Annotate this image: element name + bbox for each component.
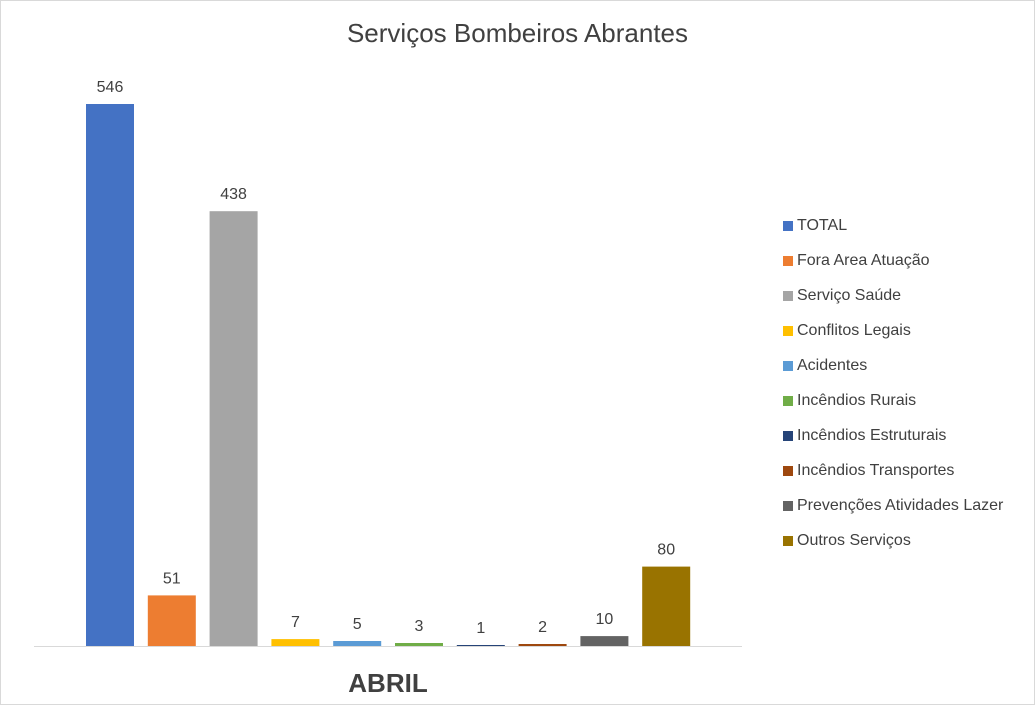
legend-label: TOTAL <box>797 216 848 234</box>
bar-7 <box>456 645 505 646</box>
legend-swatch <box>783 325 793 336</box>
legend-label: Prevenções Atividades Lazer <box>797 497 1004 515</box>
legend-swatch <box>783 466 793 477</box>
legend-item-1: TOTAL <box>783 208 1028 243</box>
legend-label: Acidentes <box>797 356 868 374</box>
legend-label: Outros Serviços <box>797 532 911 550</box>
legend-label: Conflitos Legais <box>797 321 911 339</box>
bar-5 <box>333 641 382 646</box>
legend-swatch <box>783 396 793 407</box>
legend-item-4: Conflitos Legais <box>783 313 1028 348</box>
legend-item-2: Fora Area Atuação <box>783 243 1028 278</box>
legend-swatch <box>783 431 793 442</box>
legend-item-7: Incêndios Estruturais <box>783 419 1028 454</box>
bar-8 <box>518 644 567 646</box>
legend-swatch <box>783 360 793 371</box>
data-label-4: 7 <box>291 614 300 631</box>
legend-label: Fora Area Atuação <box>797 251 930 269</box>
legend-item-8: Incêndios Transportes <box>783 454 1028 489</box>
legend-swatch <box>783 290 793 301</box>
data-label-3: 438 <box>220 186 247 203</box>
chart-title: Serviços Bombeiros Abrantes <box>346 18 689 48</box>
legend-item-5: Acidentes <box>783 348 1028 383</box>
data-label-6: 3 <box>415 618 424 635</box>
bar-9 <box>580 636 629 646</box>
category-label: ABRIL <box>348 668 428 698</box>
legend-label: Incêndios Rurais <box>797 392 917 410</box>
bar-6 <box>395 643 443 646</box>
bar-4 <box>271 639 320 646</box>
legend: TOTAL Fora Area Atuação Serviço Saúde Confl… <box>783 208 1028 559</box>
legend-label: Incêndios Transportes <box>797 462 955 480</box>
data-label-8: 2 <box>538 619 547 636</box>
legend-label: Incêndios Estruturais <box>797 427 947 445</box>
legend-swatch <box>783 220 793 231</box>
bar-1 <box>86 104 134 646</box>
data-label-7: 1 <box>476 620 485 637</box>
bar-3 <box>209 211 258 646</box>
legend-swatch <box>783 501 793 512</box>
legend-swatch <box>783 536 793 547</box>
legend-item-6: Incêndios Rurais <box>783 383 1028 418</box>
bar-2 <box>147 595 196 646</box>
data-label-9: 10 <box>596 611 614 628</box>
data-label-5: 5 <box>353 616 362 633</box>
legend-swatch <box>783 255 793 266</box>
legend-item-3: Serviço Saúde <box>783 278 1028 313</box>
data-label-2: 51 <box>163 570 181 587</box>
data-label-10: 80 <box>657 542 675 559</box>
bar-10 <box>642 566 691 646</box>
data-label-1: 546 <box>97 79 124 96</box>
legend-item-9: Prevenções Atividades Lazer <box>783 489 1028 524</box>
legend-item-10: Outros Serviços <box>783 524 1028 559</box>
legend-label: Serviço Saúde <box>797 286 902 304</box>
